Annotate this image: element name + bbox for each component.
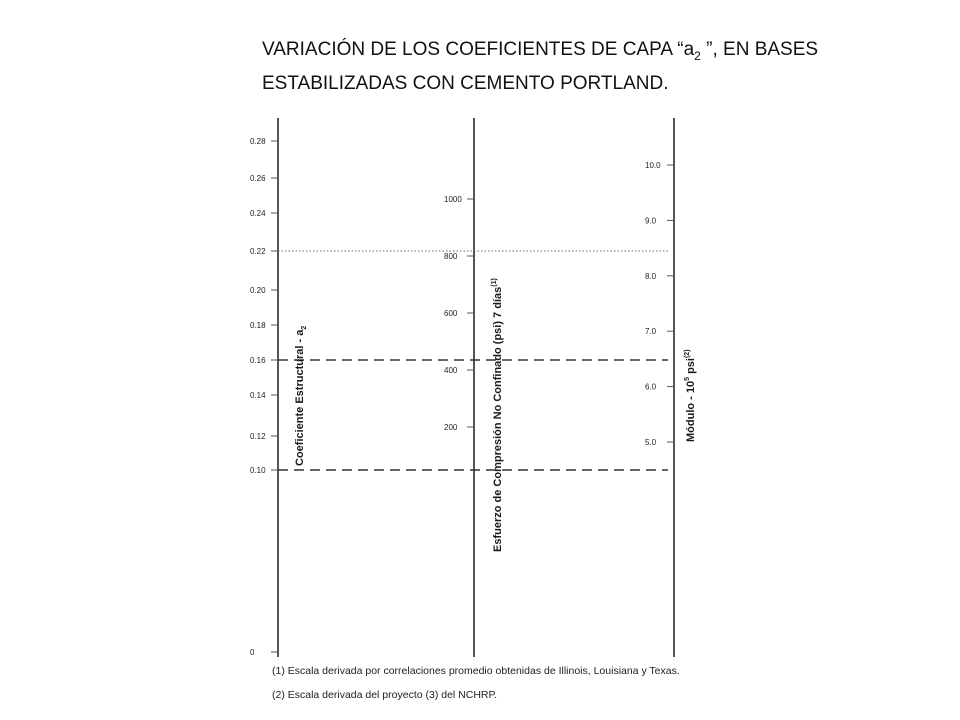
scale-1-tick-label: 0.18 [250,321,266,330]
reference-lines [278,250,668,471]
scale-1-tick-label: 0.28 [250,137,266,146]
scale-ticks: 0 0.10 0.12 0.14 0.16 0.18 0.20 0.22 0.24 0.26 0.2… [250,137,674,657]
scale-3-tick-label: 8.0 [645,272,657,281]
scale-3-tick-label: 5.0 [645,438,657,447]
strength-scale-title: Esfuerzo de Compresión No Confinado (psi… [491,278,504,552]
scale-2-tick-label: 1000 [444,195,462,204]
chart-title: VARIACIÓN DE LOS COEFICIENTES DE CAPA “a… [262,39,819,94]
scale-1-tick-label: 0.14 [250,391,266,400]
scale-2-tick-label: 200 [444,423,458,432]
footnotes: (1) Escala derivada por correlaciones pr… [272,664,832,712]
scale-1-tick-label: 0.20 [250,286,266,295]
scale-1-tick-label: 0.22 [250,247,266,256]
scale-3-tick-label: 9.0 [645,216,657,225]
a2-scale-title: Coeficiente Estructural - a2 [294,326,308,466]
scale-3-tick-label: 7.0 [645,327,657,336]
scale-3-tick-label: 10.0 [645,161,661,170]
scale-2-tick-label: 600 [444,309,458,318]
scale-1-tick-label: 0.10 [250,466,266,475]
scale-3-tick-label: 6.0 [645,383,657,392]
footnote-2: (2) Escala derivada del proyecto (3) del… [272,689,498,701]
scale-1-tick-label: 0 [250,648,255,657]
scale-1-tick-label: 0.24 [250,209,266,218]
scale-2-tick-label: 800 [444,252,458,261]
scale-1-tick-label: 0.26 [250,174,266,183]
scale-axes [277,118,675,657]
modulus-scale-title: Módulo - 105 psi(2) [684,349,697,442]
footnote-1: (1) Escala derivada por correlaciones pr… [272,665,680,677]
scale-1-tick-label: 0.16 [250,356,266,365]
scale-2-tick-label: 400 [444,366,458,375]
scale-1-tick-label: 0.12 [250,432,266,441]
